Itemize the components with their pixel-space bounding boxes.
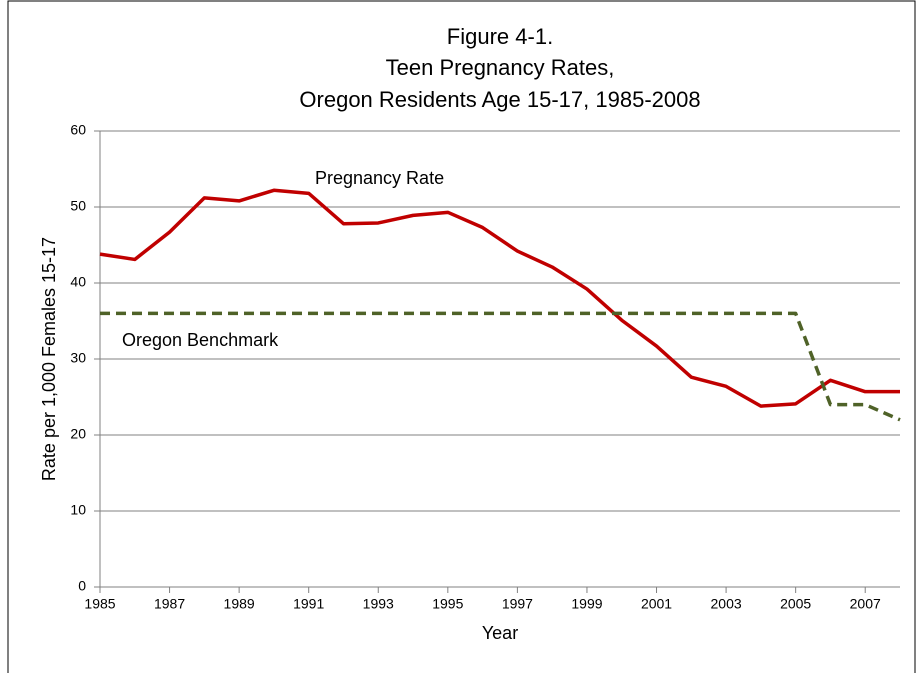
x-tick-label: 1985 bbox=[84, 596, 115, 612]
y-tick-label: 50 bbox=[70, 198, 86, 214]
y-axis-title: Rate per 1,000 Females 15-17 bbox=[39, 237, 59, 481]
line bbox=[100, 311, 901, 422]
y-tick-label: 60 bbox=[70, 122, 86, 138]
chart-title: Oregon Residents Age 15-17, 1985-2008 bbox=[299, 87, 700, 112]
x-tick-label: 2005 bbox=[780, 596, 811, 612]
x-tick-label: 1989 bbox=[224, 596, 255, 612]
x-tick-label: 1991 bbox=[293, 596, 324, 612]
series-label: Oregon Benchmark bbox=[122, 330, 279, 350]
x-axis-title: Year bbox=[482, 623, 518, 643]
x-tick-label: 2001 bbox=[641, 596, 672, 612]
x-tick-label: 1999 bbox=[571, 596, 602, 612]
chart-title: Teen Pregnancy Rates, bbox=[386, 55, 615, 80]
x-tick-label: 1995 bbox=[432, 596, 463, 612]
x-tick-label: 1987 bbox=[154, 596, 185, 612]
chart-border bbox=[7, 0, 916, 673]
x-tick-label: 1993 bbox=[363, 596, 394, 612]
x-tick-label: 1997 bbox=[502, 596, 533, 612]
y-tick-label: 40 bbox=[70, 274, 86, 290]
x-tick-label: 2007 bbox=[850, 596, 881, 612]
chart-title: Figure 4-1. bbox=[447, 24, 553, 49]
series-label: Pregnancy Rate bbox=[315, 168, 444, 188]
line bbox=[99, 188, 900, 408]
y-tick-label: 10 bbox=[70, 502, 86, 518]
y-tick-label: 20 bbox=[70, 426, 86, 442]
x-tick-label: 2003 bbox=[711, 596, 742, 612]
y-tick-label: 30 bbox=[70, 350, 86, 366]
y-tick-label: 0 bbox=[78, 578, 86, 594]
